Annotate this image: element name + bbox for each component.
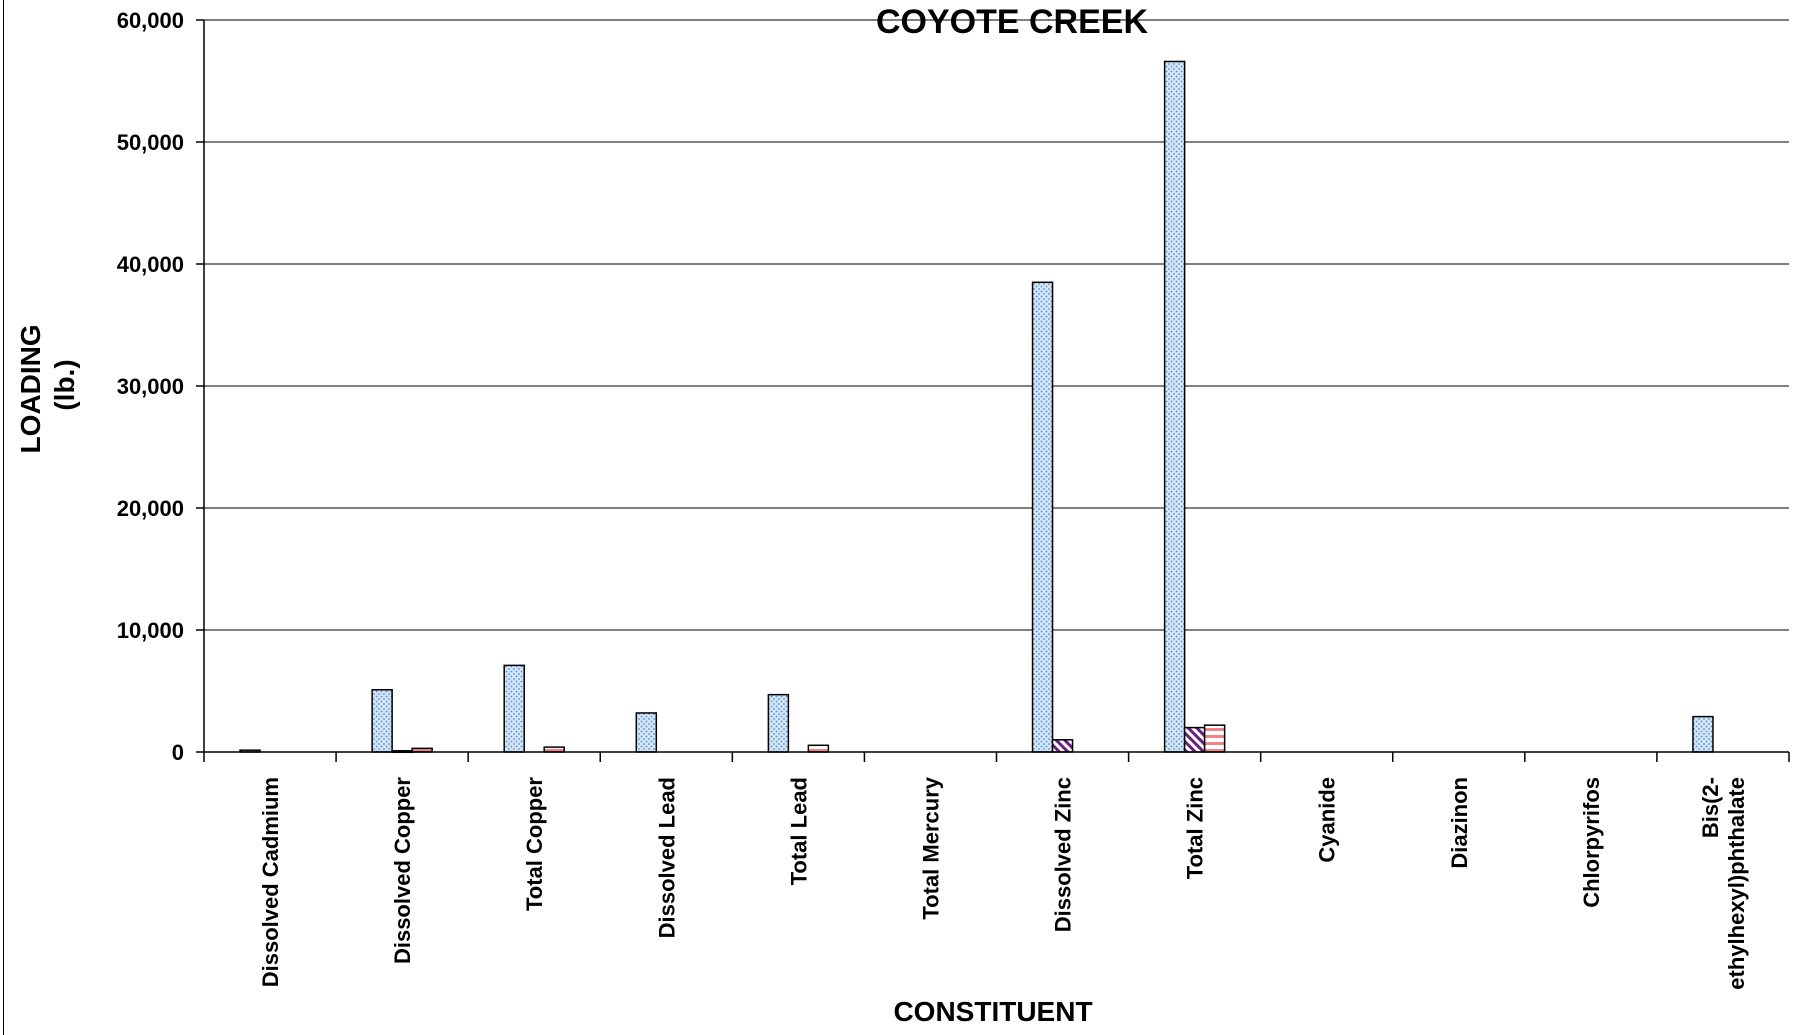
- bar: [371, 689, 393, 753]
- bar: [1163, 60, 1186, 753]
- bars: [239, 60, 1714, 754]
- x-tick-label: Chlorpyrifos: [1579, 777, 1604, 908]
- x-tick-label-line: ethylhexyl)phthalate: [1724, 777, 1749, 990]
- bar: [503, 664, 525, 753]
- bar: [1692, 715, 1714, 753]
- y-axis-title-line-1: LOADING: [15, 324, 46, 453]
- x-tick-label: Bis(2-ethylhexyl)phthalate: [1698, 777, 1749, 990]
- x-tick-label-line: Dissolved Lead: [654, 777, 679, 938]
- x-tick-label: Total Lead: [786, 777, 811, 885]
- y-tick-label: 30,000: [117, 374, 184, 399]
- y-tick-label: 60,000: [117, 8, 184, 33]
- axes: [203, 20, 1790, 762]
- x-tick-label-line: Dissolved Zinc: [1051, 777, 1076, 932]
- bar: [1203, 724, 1226, 753]
- x-tick-label: Dissolved Cadmium: [258, 777, 283, 987]
- x-tick-label: Dissolved Copper: [390, 777, 415, 964]
- y-tick-label: 0: [172, 740, 184, 765]
- x-tick-label: Diazinon: [1447, 777, 1472, 869]
- y-tick-label: 50,000: [117, 130, 184, 155]
- bar: [1031, 281, 1054, 753]
- y-axis-title-line-2: (lb.): [49, 359, 80, 410]
- bar: [1051, 739, 1074, 753]
- y-tick-label: 20,000: [117, 496, 184, 521]
- x-tick-label: Total Zinc: [1183, 777, 1208, 879]
- x-tick-label-line: Dissolved Copper: [390, 777, 415, 964]
- x-tick-label-line: Chlorpyrifos: [1579, 777, 1604, 908]
- x-tick-label-line: Total Mercury: [918, 776, 943, 919]
- x-axis-title: CONSTITUENT: [893, 996, 1092, 1027]
- x-tick-label-line: Cyanide: [1315, 777, 1340, 863]
- gridlines: [204, 19, 1789, 631]
- y-tick-label: 40,000: [117, 252, 184, 277]
- x-tick-label: Dissolved Zinc: [1051, 777, 1076, 932]
- x-tick-label: Dissolved Lead: [654, 777, 679, 938]
- x-axis-tick-labels: Dissolved Cadmium Dissolved Copper Total C…: [258, 776, 1749, 989]
- x-tick-label: Cyanide: [1315, 777, 1340, 863]
- bar: [807, 744, 830, 753]
- x-tick-label-line: Dissolved Cadmium: [258, 777, 283, 987]
- x-tick-label-line: Total Copper: [522, 777, 547, 911]
- chart-title: COYOTE CREEK: [876, 3, 1148, 41]
- y-tick-label: 10,000: [117, 618, 184, 643]
- x-tick-label-line: Total Lead: [786, 777, 811, 885]
- y-axis-title: LOADING (lb.): [15, 317, 80, 454]
- bar: [767, 693, 790, 753]
- x-tick-label: Total Mercury: [918, 776, 943, 919]
- x-tick-label-line: Diazinon: [1447, 777, 1472, 869]
- x-tick-label: Total Copper: [522, 777, 547, 911]
- y-axis-ticks: 0 10,000 20,000 30,000 40,000 50,000 60,000: [117, 8, 204, 765]
- chart-frame-line: [3, 0, 4, 1035]
- bar: [1183, 726, 1206, 753]
- x-tick-label-line: Bis(2-: [1698, 777, 1723, 838]
- x-tick-label-line: Total Zinc: [1183, 777, 1208, 879]
- bar: [635, 712, 658, 753]
